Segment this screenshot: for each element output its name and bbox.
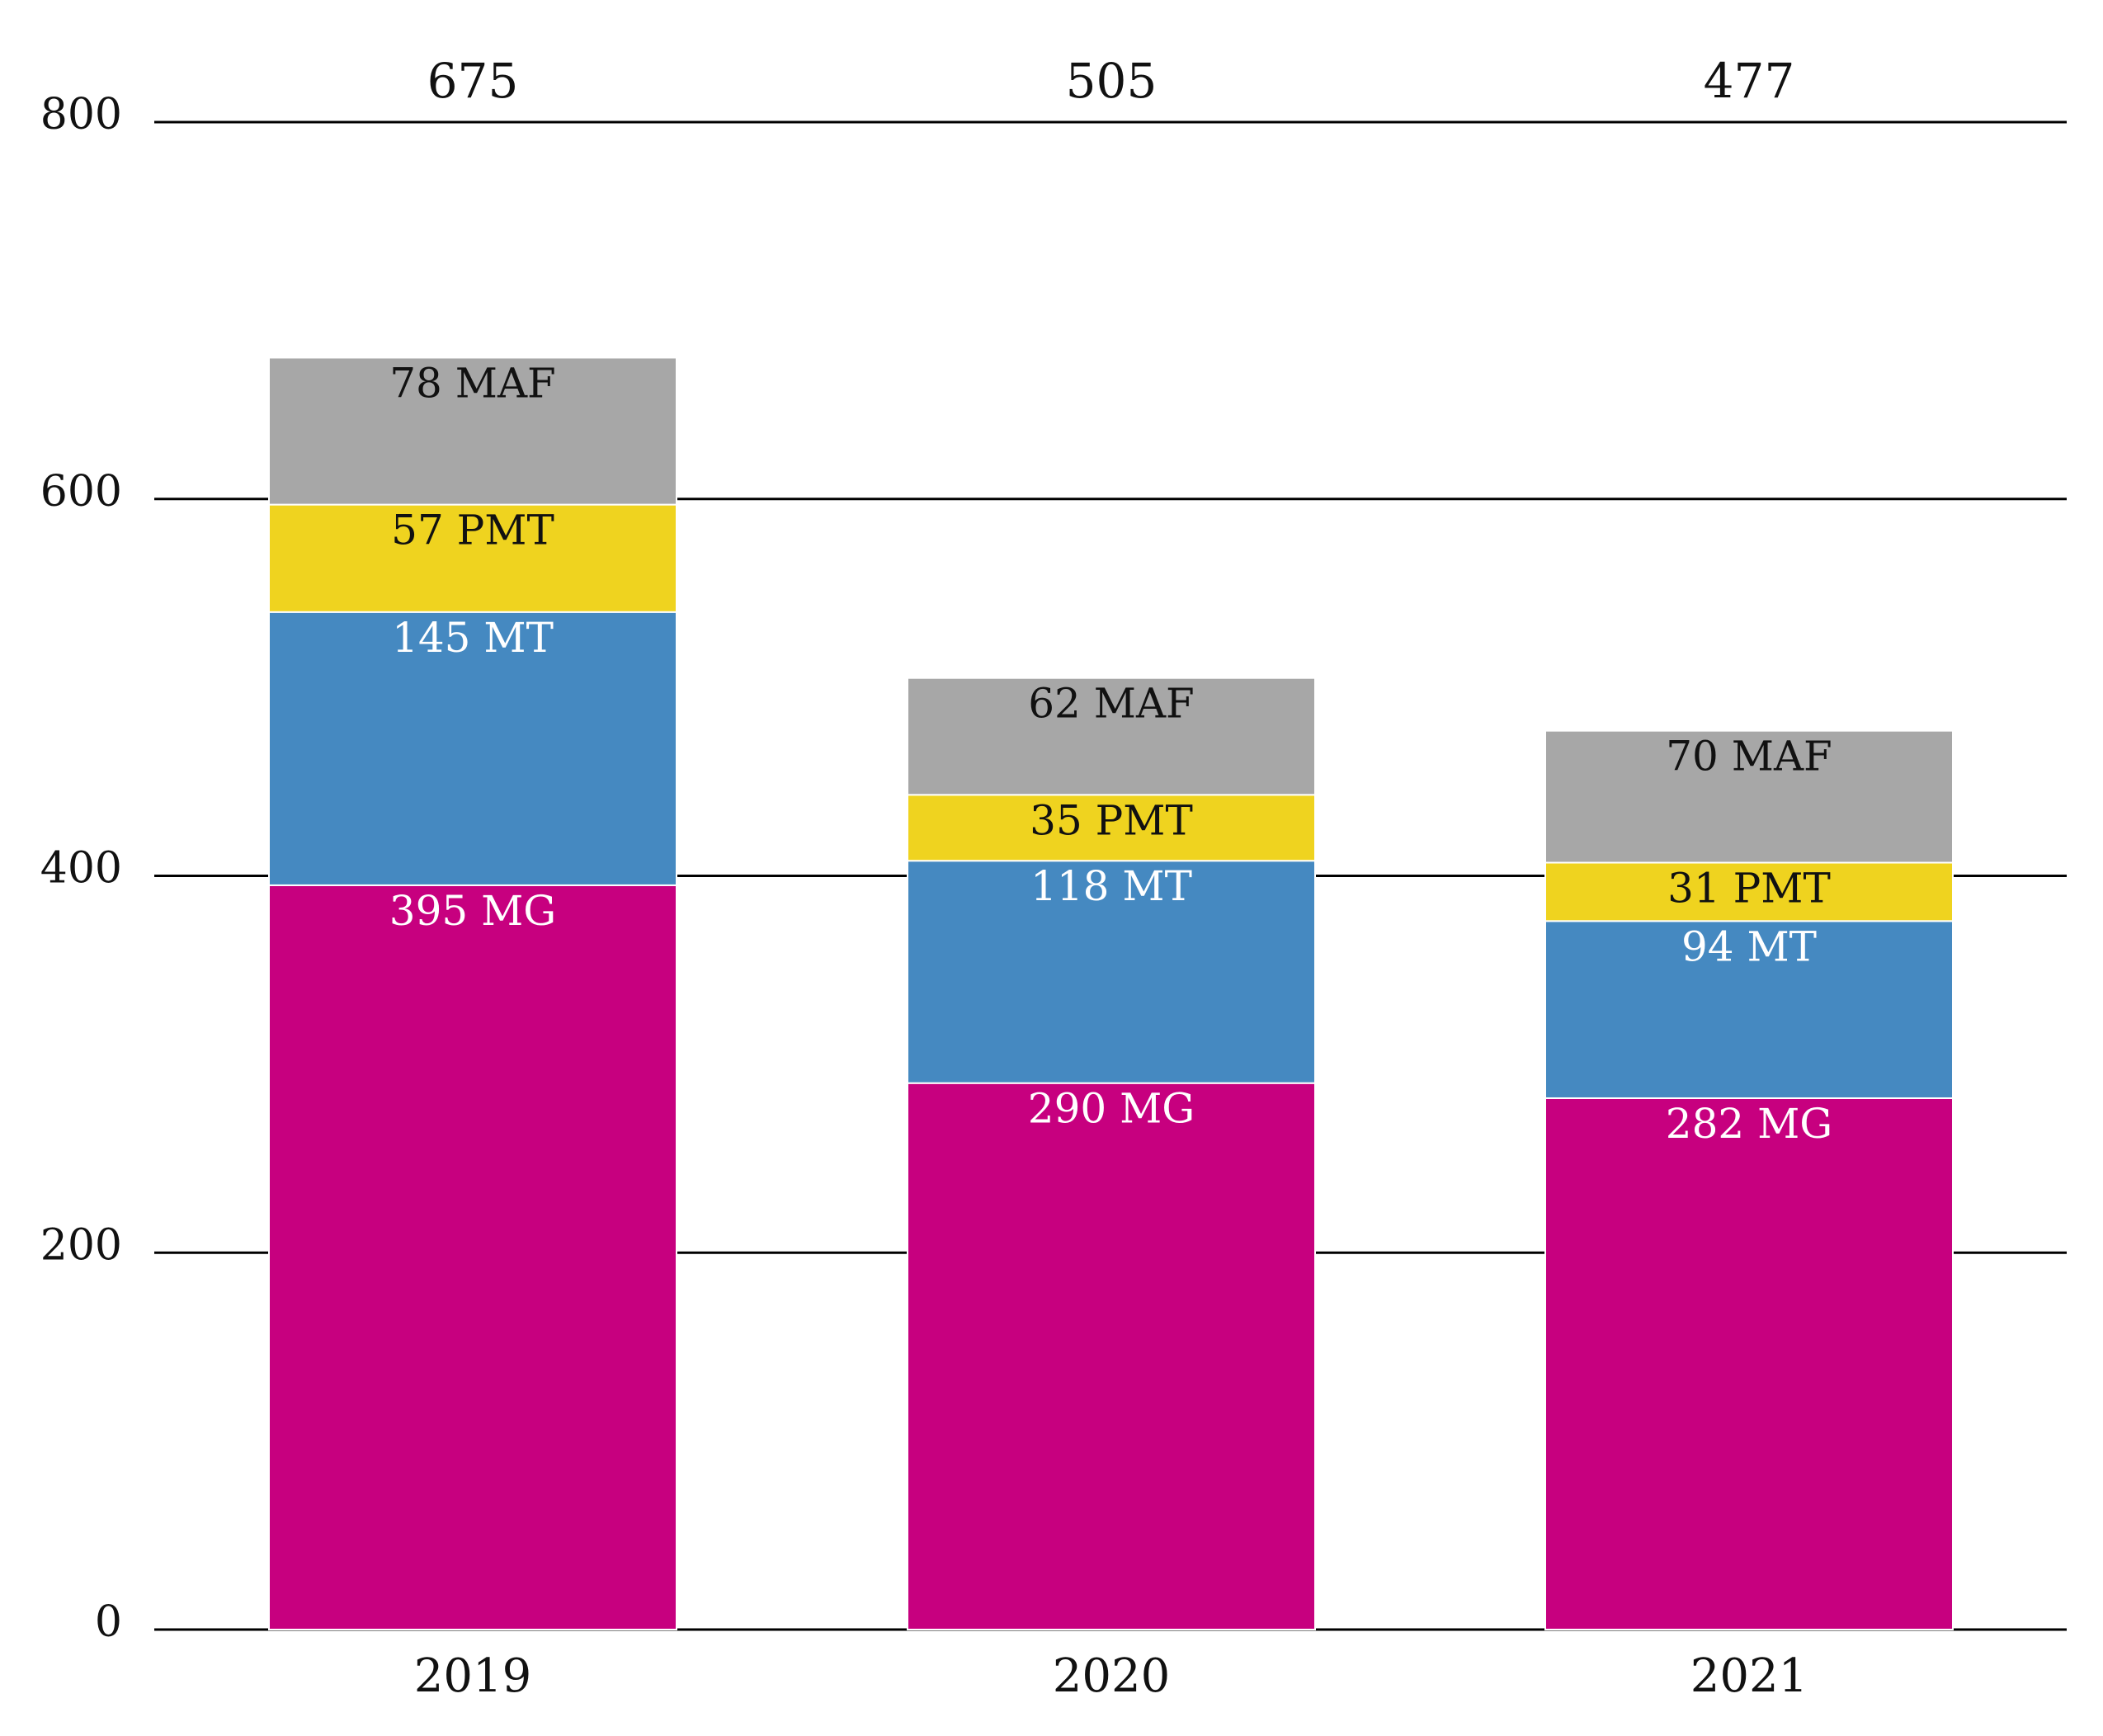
segment-label-mt-2020: 118 MT bbox=[1030, 862, 1192, 910]
segment-label-mt-2019: 145 MT bbox=[392, 614, 554, 662]
segment-label-pmt-2021: 31 PMT bbox=[1667, 865, 1831, 913]
segment-label-maf-2021: 70 MAF bbox=[1666, 733, 1832, 781]
segment-label-pmt-2020: 35 PMT bbox=[1030, 796, 1193, 844]
segment-label-mt-2021: 94 MT bbox=[1681, 922, 1817, 970]
y-tick-label: 800 bbox=[40, 90, 122, 139]
bar-segment-mg-2019 bbox=[268, 884, 677, 1630]
bar-segment-mg-2020 bbox=[907, 1082, 1316, 1630]
segment-label-pmt-2019: 57 PMT bbox=[391, 507, 554, 554]
segment-label-mg-2020: 290 MG bbox=[1028, 1085, 1195, 1133]
segment-label-maf-2019: 78 MAF bbox=[389, 359, 556, 407]
segment-label-mg-2019: 395 MG bbox=[389, 887, 556, 935]
segment-label-maf-2020: 62 MAF bbox=[1028, 680, 1195, 728]
total-label-2019: 675 bbox=[427, 53, 519, 109]
y-tick-label: 200 bbox=[40, 1220, 122, 1270]
bar-segment-maf-2020 bbox=[907, 677, 1316, 796]
y-tick-label: 0 bbox=[95, 1597, 122, 1647]
total-label-2020: 505 bbox=[1066, 53, 1158, 109]
bar-segment-pmt-2021 bbox=[1544, 861, 1954, 922]
y-tick-label: 600 bbox=[40, 467, 122, 517]
y-tick-label: 400 bbox=[40, 844, 122, 894]
x-category-label: 2021 bbox=[1690, 1649, 1808, 1703]
total-label-2021: 477 bbox=[1704, 53, 1795, 109]
x-category-label: 2019 bbox=[414, 1649, 532, 1703]
bar-segment-pmt-2020 bbox=[907, 794, 1316, 862]
bar-segment-mt-2021 bbox=[1544, 920, 1954, 1099]
labels: 0 200 400 600 800 395 MG 145 MT 57 PMT 78 MAF 675… bbox=[40, 53, 1833, 1703]
bar-segment-maf-2019 bbox=[268, 356, 677, 506]
bars bbox=[268, 356, 1954, 1631]
bar-segment-maf-2021 bbox=[1544, 729, 1954, 864]
bar-segment-mg-2021 bbox=[1544, 1097, 1954, 1631]
x-category-label: 2020 bbox=[1053, 1649, 1171, 1703]
segment-label-mg-2021: 282 MG bbox=[1666, 1100, 1832, 1148]
bar-segment-mt-2019 bbox=[268, 611, 677, 886]
